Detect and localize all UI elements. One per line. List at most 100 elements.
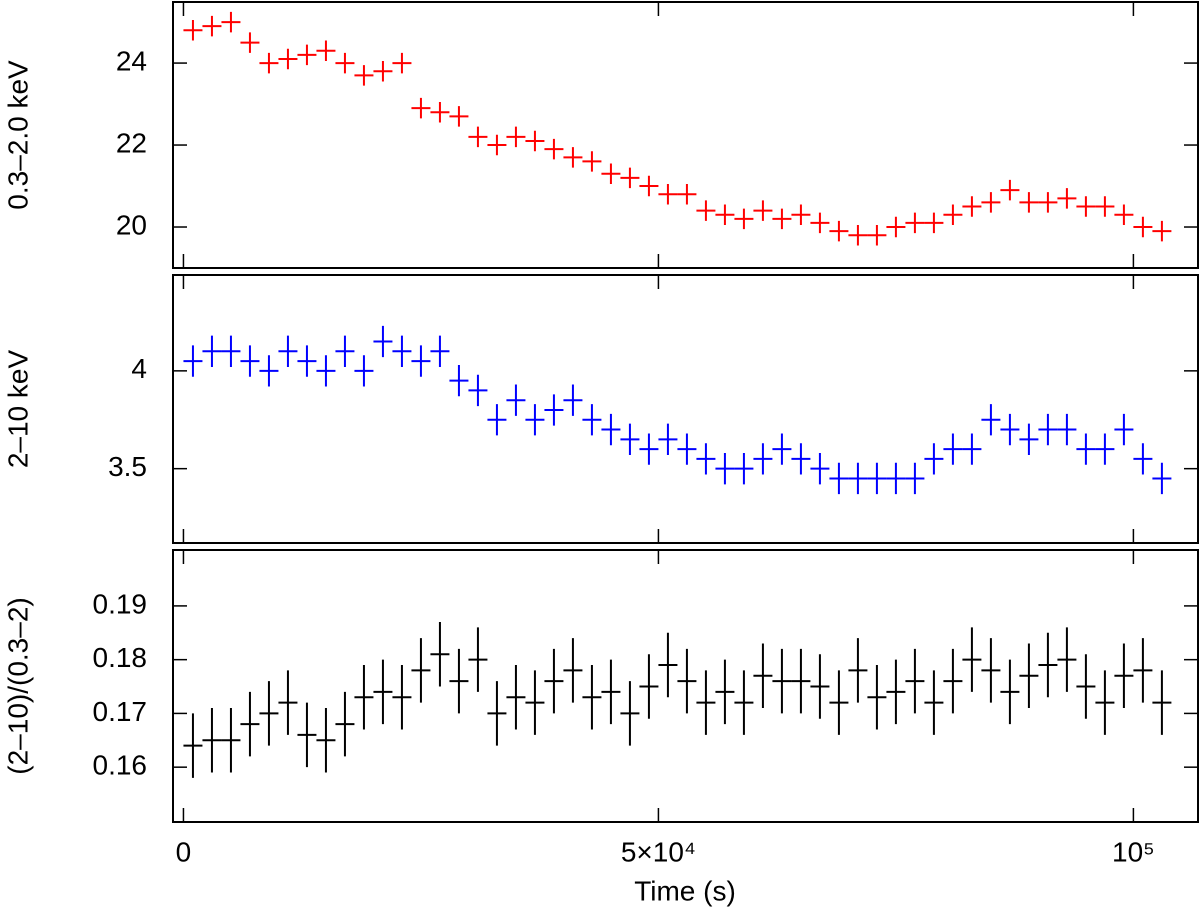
data-point <box>658 632 678 698</box>
data-point <box>1095 670 1115 735</box>
data-point <box>297 345 317 377</box>
data-point <box>1133 638 1153 703</box>
data-point <box>278 48 298 70</box>
data-point <box>715 659 735 725</box>
x-tick-label: 0 <box>176 836 192 867</box>
data-point <box>943 648 963 714</box>
data-point <box>525 404 545 436</box>
x-axis-label: Time (s) <box>634 875 736 906</box>
data-point <box>221 335 241 367</box>
data-point <box>1019 192 1039 213</box>
data-point <box>544 138 564 160</box>
y-tick-label: 20 <box>116 209 147 240</box>
data-point <box>886 462 906 495</box>
data-point <box>639 654 659 719</box>
data-point <box>449 364 469 397</box>
data-point <box>905 212 925 234</box>
data-point <box>943 433 963 465</box>
data-point <box>829 670 849 735</box>
data-point <box>411 638 431 703</box>
data-point <box>1133 443 1153 475</box>
data-point <box>1133 216 1153 238</box>
data-point <box>1152 220 1172 242</box>
data-point <box>620 167 640 189</box>
data-point <box>1076 196 1096 217</box>
data-point <box>316 40 336 62</box>
data-point <box>1114 643 1134 709</box>
data-point <box>981 638 1001 703</box>
data-point <box>791 443 811 475</box>
y-tick-label: 24 <box>116 45 147 76</box>
data-point <box>544 394 564 426</box>
data-point <box>1076 654 1096 719</box>
data-point <box>468 126 488 148</box>
data-point <box>392 335 412 367</box>
data-point <box>316 355 336 387</box>
data-point <box>335 52 355 74</box>
y-axis-label: 2–10 keV <box>2 350 33 469</box>
data-point <box>411 345 431 377</box>
data-point <box>430 102 450 123</box>
data-point <box>1038 632 1058 698</box>
data-point <box>582 665 602 730</box>
data-point <box>202 335 222 367</box>
data-point <box>563 384 583 416</box>
data-point <box>639 433 659 465</box>
data-point <box>658 423 678 455</box>
data-point <box>1057 413 1077 446</box>
x-tick-label: 10⁵ <box>1112 836 1155 867</box>
data-point <box>506 126 526 148</box>
data-point <box>259 52 279 74</box>
data-point <box>772 648 792 714</box>
data-point <box>981 404 1001 436</box>
data-point <box>810 453 830 485</box>
y-tick-label: 0.16 <box>93 750 148 781</box>
data-point <box>1057 627 1077 692</box>
data-point <box>202 15 222 37</box>
data-point <box>753 200 773 221</box>
data-point <box>753 643 773 709</box>
data-point <box>335 691 355 757</box>
data-point <box>259 355 279 387</box>
data-point <box>677 183 697 205</box>
data-point <box>601 163 621 184</box>
data-point <box>449 648 469 714</box>
data-point <box>1095 196 1115 217</box>
data-point <box>867 224 887 246</box>
data-point <box>620 423 640 455</box>
data-point <box>259 681 279 746</box>
data-point <box>392 665 412 730</box>
data-point <box>791 648 811 714</box>
data-point <box>1114 204 1134 225</box>
data-point <box>848 462 868 495</box>
data-point <box>696 443 716 475</box>
data-point <box>487 681 507 746</box>
plot-frame <box>172 274 1199 544</box>
data-point <box>962 433 982 465</box>
data-point <box>924 670 944 735</box>
data-point <box>1019 423 1039 455</box>
data-point <box>468 374 488 407</box>
data-point <box>240 345 260 377</box>
data-point <box>582 151 602 172</box>
data-point <box>1152 670 1172 735</box>
data-point <box>354 355 374 387</box>
data-point <box>506 384 526 416</box>
data-point <box>696 670 716 735</box>
data-point <box>924 212 944 234</box>
data-point <box>316 708 336 773</box>
data-point <box>734 453 754 485</box>
data-point <box>886 659 906 725</box>
data-point <box>658 183 678 205</box>
data-point <box>905 648 925 714</box>
data-point <box>183 713 203 778</box>
data-point <box>810 654 830 719</box>
data-point <box>506 665 526 730</box>
data-point <box>1057 188 1077 209</box>
data-point <box>278 335 298 367</box>
data-point <box>829 220 849 242</box>
data-point <box>1000 179 1020 201</box>
data-point <box>715 453 735 485</box>
data-point <box>373 61 393 82</box>
